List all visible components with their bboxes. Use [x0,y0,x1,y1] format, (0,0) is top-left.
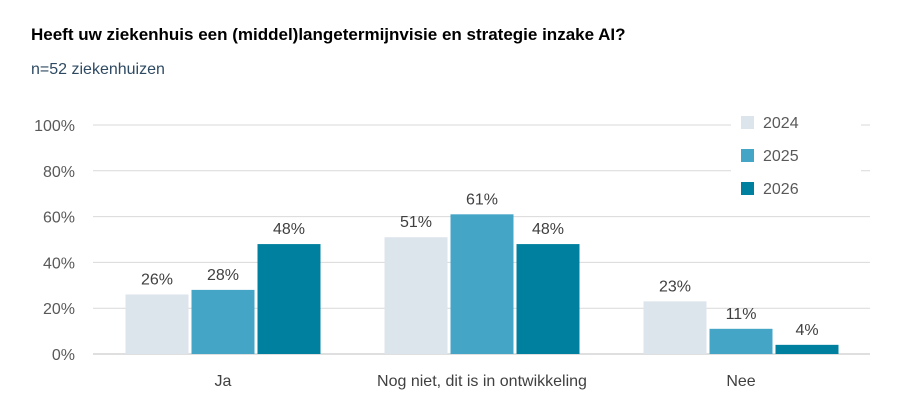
y-tick-label: 80% [43,164,75,181]
y-tick-label: 60% [43,210,75,227]
bar [191,289,255,354]
y-tick-label: 40% [43,255,75,272]
bar [516,244,580,354]
bar [257,244,321,354]
legend-label: 2024 [763,115,799,132]
y-tick-label: 100% [34,118,75,135]
legend-label: 2025 [763,148,799,165]
bar [450,214,514,354]
legend-swatch [741,116,754,129]
data-label: 23% [659,278,691,295]
y-tick-label: 0% [52,347,75,364]
x-tick-label: Ja [215,373,232,390]
data-label: 26% [141,271,173,288]
legend-swatch [741,182,754,195]
y-tick-label: 20% [43,301,75,318]
data-label: 48% [273,221,305,238]
bar [709,328,773,354]
data-label: 51% [400,214,432,231]
legend-swatch [741,149,754,162]
chart-subtitle: n=52 ziekenhuizen [31,61,165,78]
chart-title: Heeft uw ziekenhuis een (middel)langeter… [31,25,626,44]
x-tick-label: Nog niet, dit is in ontwikkeling [377,373,587,390]
x-tick-label: Nee [726,373,755,390]
bar [384,237,448,354]
data-label: 61% [466,191,498,208]
data-label: 48% [532,221,564,238]
data-label: 28% [207,267,239,284]
bar [643,301,707,354]
data-label: 11% [726,306,757,323]
bar [125,294,189,354]
data-label: 4% [795,322,818,339]
legend-label: 2026 [763,181,799,198]
bar [775,344,839,354]
